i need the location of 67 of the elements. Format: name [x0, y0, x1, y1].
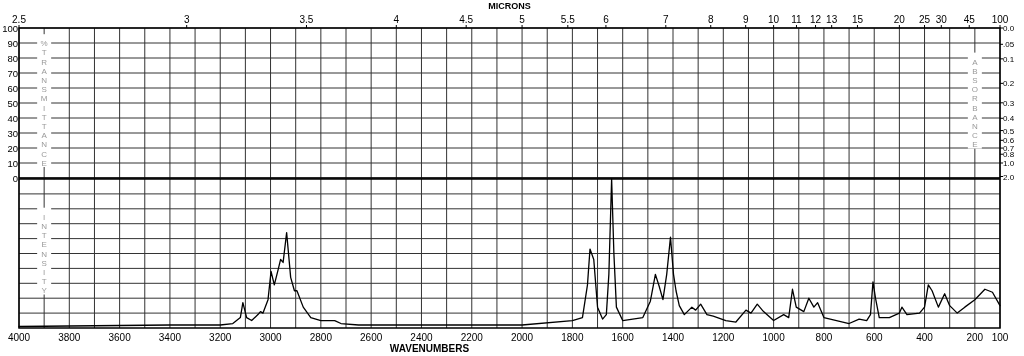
x-tick-label: 3200 [209, 332, 232, 343]
x-tick-label: 1400 [661, 332, 685, 343]
x-tick-label: 2800 [309, 332, 333, 343]
x-tick-label: 200 [966, 332, 984, 343]
text: 4 [393, 14, 400, 25]
text: 13 [826, 14, 838, 25]
y-tick-label: 60 [7, 82, 18, 94]
text: 0.1 [1003, 54, 1015, 64]
x-tick-label: 3800 [58, 332, 81, 343]
text: 10 [768, 14, 780, 25]
x-tick-label: 4000 [7, 332, 31, 343]
text: 12 [809, 14, 822, 25]
text: 15 [851, 14, 864, 25]
text: 8 [707, 14, 714, 25]
text: 25 [918, 14, 931, 25]
x-tick-label: 2200 [460, 332, 484, 343]
text: 5.5 [560, 14, 576, 25]
x-axis-title: WAVENUMBERS [389, 343, 470, 354]
text: 0.5 [1003, 126, 1015, 136]
x-tick-label: 600 [865, 332, 884, 343]
text: 20 [893, 14, 906, 25]
text: 0.0 [1003, 24, 1015, 33]
text: 5 [519, 14, 526, 25]
x-tick-label: 400 [916, 332, 934, 343]
text: 9 [742, 14, 749, 25]
text: 0.4 [1003, 114, 1015, 124]
text: .05 [1003, 40, 1015, 50]
x-tick-label: 2600 [360, 332, 383, 343]
y-tick-label: 90 [7, 37, 18, 49]
text: 4.5 [459, 14, 474, 25]
text: 3 [183, 14, 190, 25]
x-tick-label: 3400 [158, 332, 182, 343]
text: 2.5 [12, 14, 27, 25]
y-tick-label: 30 [7, 127, 18, 139]
x-tick-label: 1800 [561, 332, 584, 343]
text: 11 [791, 14, 803, 25]
x-tick-label: 3000 [259, 332, 283, 343]
y-tick-label: 100 [2, 22, 18, 34]
text: 45 [963, 14, 976, 25]
text: 0.2 [1003, 79, 1015, 89]
x-tick-label: 1200 [712, 332, 735, 343]
y-tick-label: 20 [7, 142, 18, 154]
text: 0.6 [1003, 136, 1015, 146]
text: 2.0 [1003, 172, 1015, 182]
text: 3.5 [299, 14, 314, 25]
x2-axis-title: MICRONS [488, 1, 531, 11]
y-tick-label: 40 [7, 112, 18, 124]
y-tick-label: 80 [7, 52, 18, 64]
text: 30 [935, 14, 948, 25]
text: 0.3 [1003, 98, 1015, 108]
text: 100 [991, 14, 1009, 25]
text: 0.8 [1003, 150, 1015, 160]
text: ABSORBANCE [971, 57, 978, 150]
y-tick-label: 0 [12, 172, 18, 184]
x-tick-label: 100 [991, 332, 1009, 343]
x-tick-label: 2400 [410, 332, 434, 343]
x-tick-label: 1000 [762, 332, 786, 343]
x-tick-label: 800 [815, 332, 833, 343]
text: 6 [603, 14, 610, 25]
y-tick-label: 10 [7, 157, 18, 169]
text: 1.0 [1003, 159, 1015, 168]
y-tick-label: 70 [7, 67, 18, 79]
x-tick-label: 1600 [611, 332, 635, 343]
text: 7 [663, 14, 670, 25]
x-tick-label: 2000 [510, 332, 534, 343]
y-tick-label: 50 [7, 97, 18, 109]
x-tick-label: 3600 [108, 332, 132, 343]
